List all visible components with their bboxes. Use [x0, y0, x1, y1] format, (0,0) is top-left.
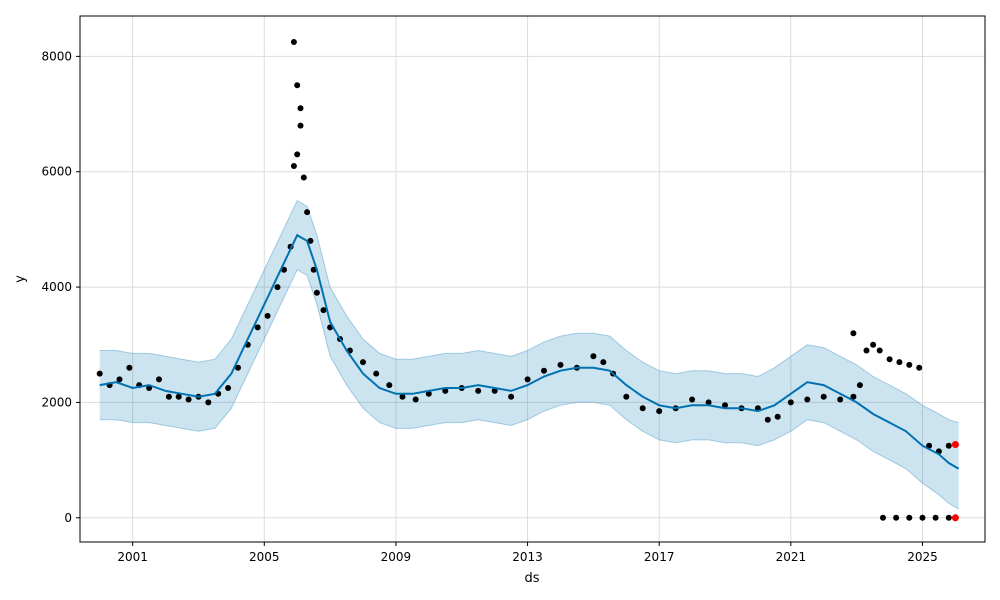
data-point: [600, 359, 607, 366]
y-tick-label: 6000: [41, 165, 72, 179]
data-point: [774, 413, 781, 420]
data-point: [906, 361, 913, 368]
y-axis-ticks: 0 2000 4000 6000 8000: [41, 49, 80, 525]
data-point: [623, 393, 630, 400]
interval-upper-edge: [99, 199, 959, 424]
data-point: [425, 390, 432, 397]
data-point: [297, 105, 304, 112]
data-point: [116, 376, 123, 383]
grid-lines: [80, 16, 985, 542]
data-point: [156, 376, 162, 383]
x-tick-label: 2013: [512, 550, 543, 564]
x-axis-ticks: 2001 2005 2009 2013 2017 2021 2025: [117, 542, 938, 564]
data-point: [876, 347, 883, 354]
y-tick-label: 2000: [41, 395, 72, 409]
y-tick-label: 4000: [41, 280, 72, 294]
data-point: [254, 324, 261, 331]
data-point: [491, 387, 498, 394]
data-point: [294, 151, 301, 158]
x-tick-label: 2009: [381, 550, 412, 564]
data-point: [896, 359, 903, 366]
data-point: [639, 405, 646, 412]
data-point: [880, 514, 886, 521]
data-point: [856, 382, 863, 389]
highlighted-points: [951, 441, 959, 522]
interval-lower-edge: [99, 269, 959, 510]
data-point: [837, 396, 844, 403]
x-tick-label: 2001: [117, 550, 148, 564]
data-point: [850, 393, 857, 400]
data-point: [442, 387, 449, 394]
x-tick-label: 2021: [776, 550, 807, 564]
y-tick-label: 0: [64, 511, 72, 525]
data-point: [863, 347, 870, 354]
data-point: [804, 396, 811, 403]
highlighted-point: [951, 514, 959, 522]
data-point: [290, 39, 297, 45]
data-point: [475, 387, 482, 394]
data-point: [945, 514, 952, 521]
data-point: [96, 370, 103, 377]
data-point: [508, 393, 515, 400]
x-tick-label: 2005: [249, 550, 280, 564]
forecast-line: [99, 233, 960, 470]
data-point: [945, 442, 952, 449]
data-point: [524, 376, 531, 383]
data-point: [787, 399, 794, 406]
data-point: [893, 514, 900, 521]
data-point: [906, 514, 913, 521]
data-point: [656, 408, 663, 415]
data-point: [175, 393, 182, 400]
data-point: [205, 399, 212, 406]
data-point: [274, 284, 281, 291]
data-point: [557, 361, 564, 368]
data-point: [300, 174, 307, 181]
data-point: [870, 341, 877, 348]
data-point: [722, 402, 728, 409]
data-point: [165, 393, 172, 400]
x-tick-label: 2025: [907, 550, 938, 564]
data-point: [399, 393, 406, 400]
data-point: [541, 367, 547, 374]
data-point: [307, 237, 314, 244]
data-point: [412, 396, 419, 403]
highlighted-point: [951, 441, 959, 448]
data-point: [310, 266, 317, 273]
data-point: [126, 364, 133, 371]
data-point: [225, 385, 232, 391]
data-point: [916, 364, 923, 371]
data-point: [313, 289, 320, 296]
data-point: [820, 393, 827, 400]
data-point: [926, 442, 933, 449]
data-point: [264, 312, 271, 319]
data-point: [373, 370, 380, 377]
data-point: [297, 122, 304, 129]
data-point: [360, 359, 366, 366]
data-point: [705, 399, 712, 406]
data-point: [764, 416, 771, 423]
data-point: [304, 209, 311, 216]
data-point: [235, 364, 241, 371]
data-point: [689, 396, 696, 403]
data-point: [294, 82, 301, 89]
data-point: [932, 514, 939, 521]
interval-band: [99, 200, 959, 510]
data-point: [290, 163, 297, 169]
x-axis-label: ds: [524, 571, 539, 586]
y-tick-label: 8000: [41, 49, 72, 63]
data-point: [386, 382, 393, 389]
data-point: [919, 514, 926, 521]
y-axis-label: y: [13, 275, 28, 283]
data-point: [320, 307, 327, 314]
data-point: [185, 396, 192, 403]
forecast-series-line: [99, 233, 960, 470]
data-point: [850, 330, 857, 337]
uncertainty-band: [99, 199, 959, 510]
data-point: [886, 356, 893, 363]
plot-frame: [79, 15, 986, 543]
x-tick-label: 2017: [644, 550, 675, 564]
data-point: [590, 353, 597, 360]
